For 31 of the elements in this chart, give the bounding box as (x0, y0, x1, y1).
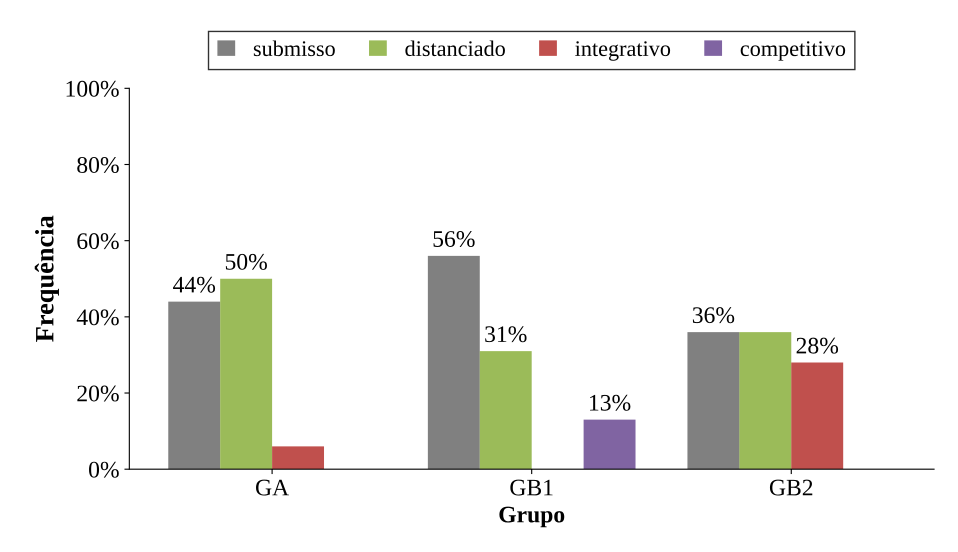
data-label: 31% (485, 326, 527, 342)
bar (584, 420, 636, 470)
y-tick-label: 80% (77, 156, 119, 173)
legend-label: distanciado (405, 40, 505, 56)
x-tick-label: GB2 (770, 480, 812, 496)
legend-label: integrativo (575, 41, 670, 61)
bar (739, 332, 792, 470)
data-label: 36% (692, 307, 734, 324)
data-label: 28% (796, 338, 838, 354)
data-label: 13% (590, 394, 630, 411)
y-tick-label: 100% (66, 80, 119, 97)
data-label: 50% (226, 254, 267, 270)
bar (272, 446, 324, 470)
bar (428, 256, 480, 470)
bar (168, 302, 220, 470)
y-tick-label: 0% (89, 462, 119, 478)
y-tick-label: 40% (76, 309, 119, 326)
y-axis-title: Frequência (34, 216, 59, 342)
legend-label: submisso (254, 40, 335, 56)
legend-label: competitivo (740, 41, 846, 61)
bar (220, 278, 272, 470)
data-label: 56% (434, 231, 475, 248)
x-axis-title: Grupo (499, 506, 564, 528)
bar (791, 362, 844, 470)
data-label: 44% (173, 276, 216, 293)
y-tick-label: 60% (77, 233, 119, 250)
y-tick-label: 20% (77, 386, 119, 402)
x-tick-label: GB1 (510, 480, 553, 496)
bar (480, 351, 532, 470)
bar (687, 332, 740, 470)
x-tick-label: GA (256, 480, 289, 496)
